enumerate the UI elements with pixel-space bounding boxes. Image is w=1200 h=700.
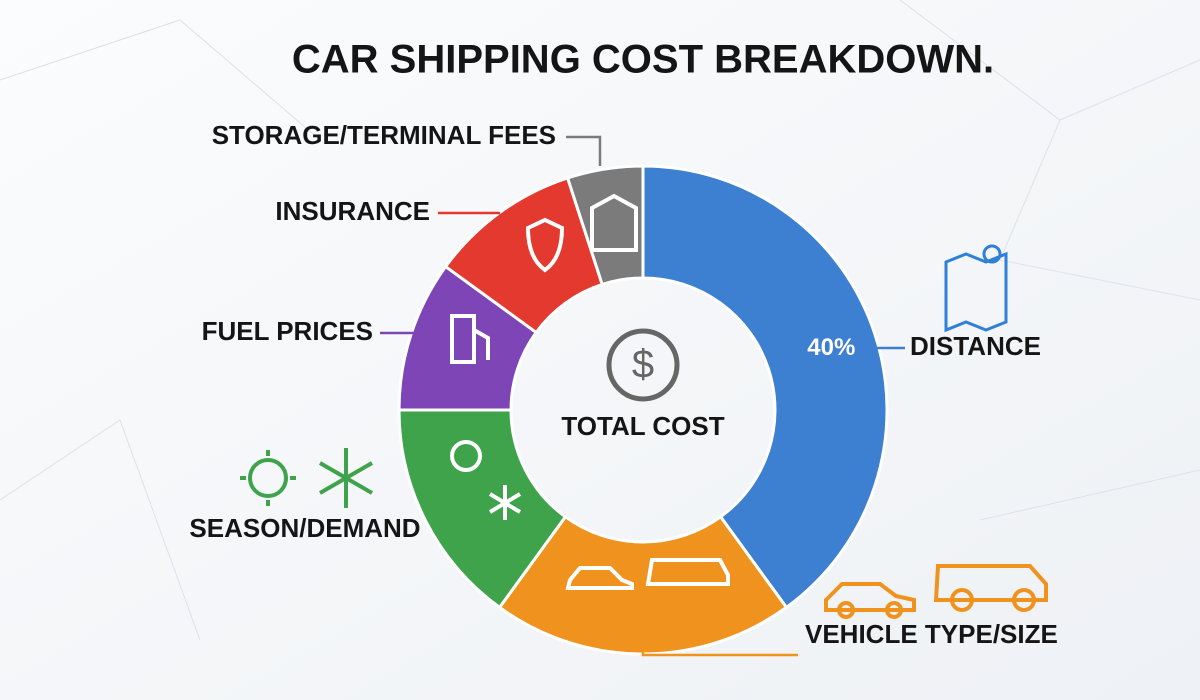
total-cost-icon: $ <box>606 328 680 402</box>
category-label: STORAGE/TERMINAL FEES <box>212 120 556 150</box>
leader-line <box>641 648 798 657</box>
donut <box>397 164 889 656</box>
category-label: INSURANCE <box>275 196 430 226</box>
svg-text:$: $ <box>632 343 654 387</box>
value-label: 40% <box>807 334 855 361</box>
donut-segment <box>565 164 645 287</box>
distance-icon <box>944 244 1008 333</box>
leader-line <box>566 135 602 166</box>
category-label: DISTANCE <box>910 331 1041 361</box>
background-lines <box>0 0 1200 641</box>
center-label: TOTAL COST <box>561 411 724 441</box>
category-label: FUEL PRICES <box>202 316 373 346</box>
donut-segment <box>397 408 568 610</box>
vehicle-icons <box>824 564 1048 619</box>
donut-segment <box>497 514 789 656</box>
donut-segment <box>641 164 889 610</box>
category-label: VEHICLE TYPE/SIZE <box>805 619 1058 649</box>
segment-icons <box>450 193 730 590</box>
category-label: SEASON/DEMAND <box>189 513 420 543</box>
chart-title: CAR SHIPPING COST BREAKDOWN. <box>292 38 994 82</box>
season-icons <box>240 448 373 508</box>
